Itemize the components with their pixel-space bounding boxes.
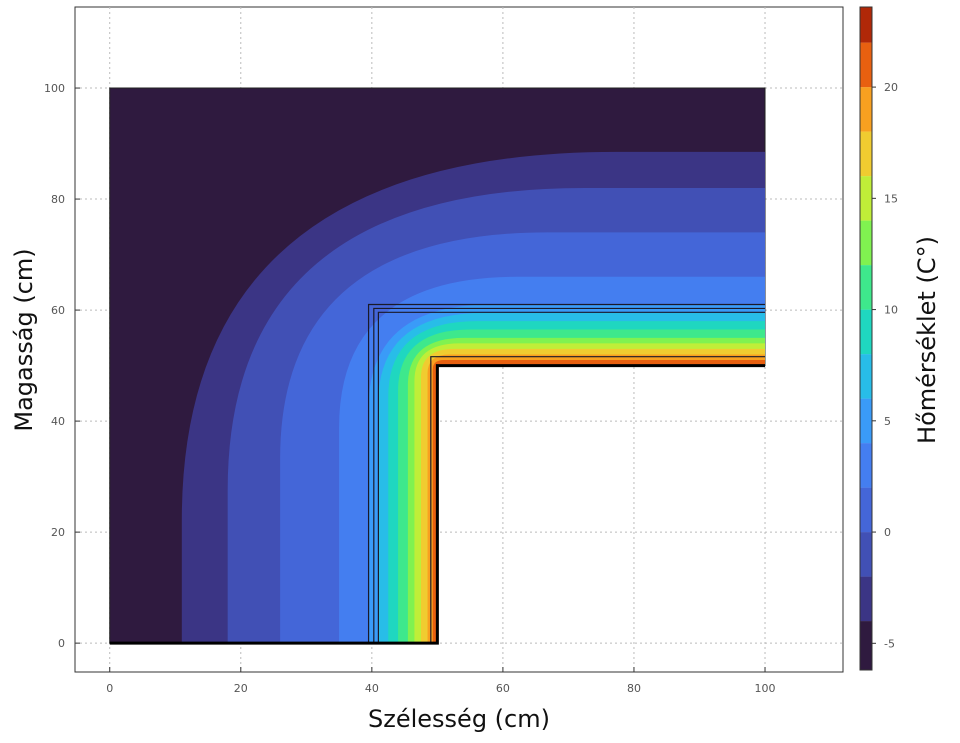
wall-edge [109, 364, 766, 645]
colorbar-band [860, 621, 872, 670]
colorbar-band [860, 131, 872, 177]
y-tick-label: 60 [51, 304, 65, 317]
colorbar-band [860, 532, 872, 577]
colorbar-band [860, 398, 872, 444]
colorbar-band [860, 443, 872, 488]
x-tick-label: 40 [365, 682, 379, 695]
colorbar-tick-label: 5 [884, 415, 891, 428]
colorbar-band [860, 487, 872, 533]
x-tick-label: 20 [234, 682, 248, 695]
layer-line [373, 307, 766, 644]
colorbar-tick-label: -5 [884, 637, 895, 650]
colorbar-band [860, 176, 872, 221]
colorbar-label: Hőmérséklet (C°) [913, 236, 941, 444]
colorbar-band [860, 220, 872, 266]
colorbar-tick-label: 20 [884, 81, 898, 94]
colorbar-tick-label: 10 [884, 304, 898, 317]
layer-line [377, 311, 766, 644]
x-tick-label: 0 [106, 682, 113, 695]
colorbar-band [860, 42, 872, 88]
colorbar-band [860, 309, 872, 355]
x-axis-label: Szélesség (cm) [368, 705, 550, 733]
colorbar-band [860, 265, 872, 310]
colorbar-band [860, 7, 872, 43]
colorbar-band [860, 354, 872, 399]
colorbar-tick-label: 0 [884, 526, 891, 539]
x-tick-label: 100 [755, 682, 776, 695]
x-tick-label: 60 [496, 682, 510, 695]
colorbar-band [860, 87, 872, 132]
x-tick-label: 80 [627, 682, 641, 695]
layer-line [367, 303, 766, 644]
y-tick-label: 20 [51, 526, 65, 539]
colorbar-frame [859, 6, 873, 671]
colorbar-tick-label: 15 [884, 192, 898, 205]
y-axis-label: Magasság (cm) [10, 248, 38, 431]
layer-line [430, 356, 766, 644]
y-tick-label: 100 [44, 82, 65, 95]
y-tick-label: 0 [58, 637, 65, 650]
colorbar-band [860, 576, 872, 622]
y-tick-label: 40 [51, 415, 65, 428]
y-tick-label: 80 [51, 193, 65, 206]
